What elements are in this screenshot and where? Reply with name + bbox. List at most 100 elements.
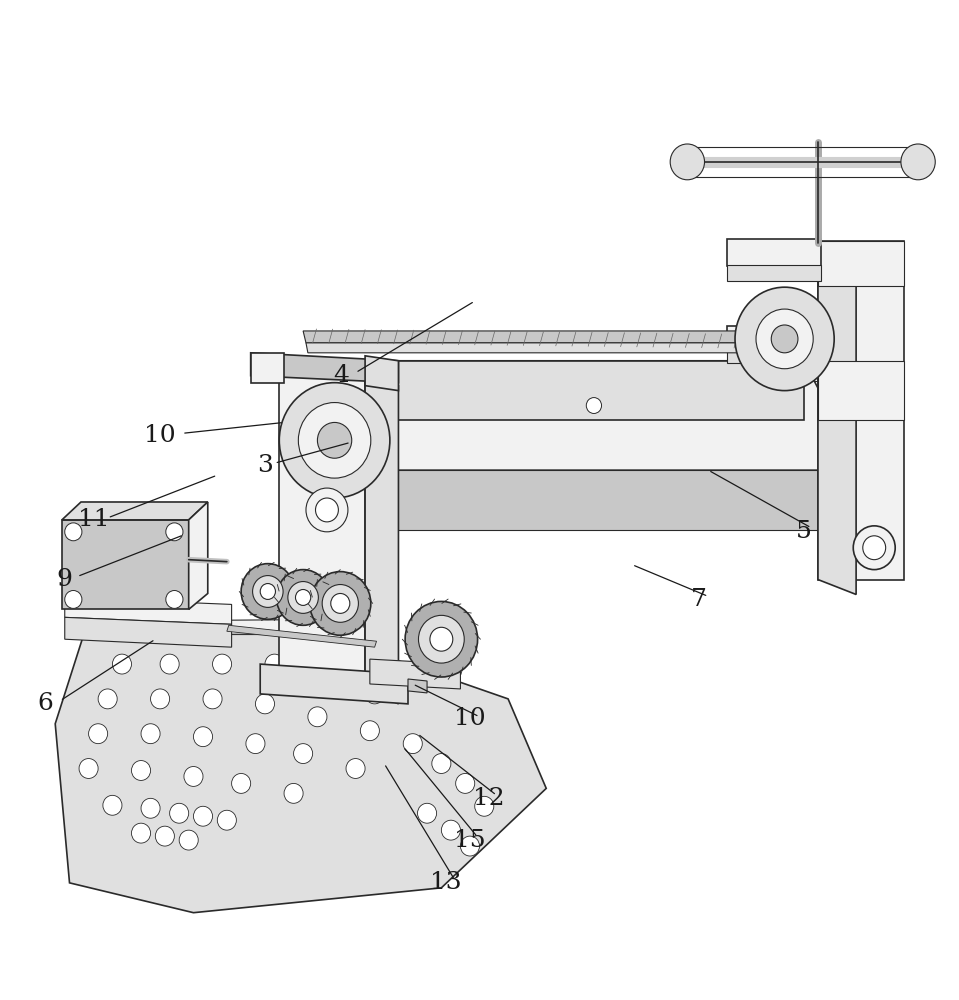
Circle shape [456, 773, 475, 793]
Circle shape [317, 422, 352, 458]
Circle shape [179, 830, 199, 850]
Circle shape [252, 576, 283, 607]
Circle shape [203, 689, 222, 709]
Circle shape [103, 795, 122, 815]
Polygon shape [250, 353, 398, 383]
Polygon shape [279, 371, 365, 689]
Circle shape [288, 582, 318, 613]
Circle shape [194, 727, 213, 747]
Circle shape [241, 564, 294, 619]
Circle shape [331, 593, 350, 613]
Circle shape [170, 803, 189, 823]
Circle shape [155, 826, 175, 846]
Polygon shape [306, 343, 813, 353]
Polygon shape [727, 265, 821, 281]
Circle shape [79, 759, 98, 778]
Circle shape [460, 836, 480, 856]
Circle shape [405, 601, 478, 677]
Circle shape [322, 585, 359, 622]
Circle shape [403, 734, 422, 754]
Circle shape [88, 724, 107, 744]
Text: 11: 11 [78, 508, 109, 531]
Text: 10: 10 [455, 707, 486, 730]
Polygon shape [65, 597, 232, 624]
Circle shape [213, 654, 232, 674]
Polygon shape [189, 502, 208, 609]
Circle shape [141, 724, 160, 744]
Polygon shape [303, 331, 811, 343]
Circle shape [308, 707, 327, 727]
Circle shape [310, 572, 371, 635]
Circle shape [418, 615, 464, 663]
Circle shape [194, 806, 213, 826]
Text: 12: 12 [473, 787, 504, 810]
Circle shape [255, 694, 274, 714]
Text: 9: 9 [57, 568, 73, 591]
Circle shape [771, 325, 798, 353]
Text: 7: 7 [690, 588, 707, 611]
Polygon shape [293, 361, 804, 420]
Text: 6: 6 [37, 692, 54, 715]
Text: 4: 4 [334, 364, 349, 387]
Polygon shape [370, 659, 460, 689]
Circle shape [131, 823, 151, 843]
Polygon shape [56, 634, 547, 913]
Text: 5: 5 [796, 520, 811, 543]
Circle shape [184, 767, 203, 786]
Polygon shape [818, 361, 903, 420]
Circle shape [854, 526, 895, 570]
Polygon shape [83, 619, 337, 634]
Polygon shape [818, 241, 856, 594]
Circle shape [863, 536, 886, 560]
Circle shape [735, 287, 834, 391]
Circle shape [316, 498, 339, 522]
Circle shape [346, 759, 365, 778]
Polygon shape [250, 353, 284, 383]
Circle shape [756, 309, 813, 369]
Polygon shape [293, 361, 861, 470]
Circle shape [475, 796, 494, 816]
Circle shape [65, 590, 82, 608]
Circle shape [295, 589, 311, 605]
Circle shape [365, 684, 385, 704]
Polygon shape [62, 502, 208, 520]
Polygon shape [351, 470, 861, 530]
Polygon shape [727, 350, 821, 363]
Circle shape [901, 144, 935, 180]
Circle shape [160, 654, 179, 674]
Circle shape [98, 689, 117, 709]
Circle shape [284, 783, 303, 803]
Circle shape [65, 523, 82, 541]
Polygon shape [65, 617, 232, 647]
Circle shape [166, 590, 183, 608]
Circle shape [317, 669, 337, 689]
Circle shape [670, 144, 705, 180]
Circle shape [293, 744, 313, 764]
Circle shape [260, 584, 275, 599]
Circle shape [218, 810, 236, 830]
Circle shape [279, 383, 390, 498]
Circle shape [306, 488, 348, 532]
Polygon shape [727, 239, 821, 266]
Polygon shape [227, 625, 377, 647]
Circle shape [151, 689, 170, 709]
Circle shape [166, 523, 183, 541]
Circle shape [432, 754, 451, 773]
Circle shape [276, 570, 330, 625]
Circle shape [246, 734, 265, 754]
Circle shape [232, 773, 250, 793]
Circle shape [112, 654, 131, 674]
Circle shape [441, 820, 460, 840]
Polygon shape [727, 326, 821, 351]
Polygon shape [818, 241, 903, 580]
Polygon shape [365, 356, 398, 391]
Polygon shape [408, 679, 427, 693]
Circle shape [361, 721, 380, 741]
Text: 10: 10 [144, 424, 175, 447]
Circle shape [298, 403, 371, 478]
Circle shape [417, 803, 436, 823]
Circle shape [430, 627, 453, 651]
Circle shape [141, 798, 160, 818]
Circle shape [131, 761, 151, 780]
Polygon shape [365, 371, 398, 704]
